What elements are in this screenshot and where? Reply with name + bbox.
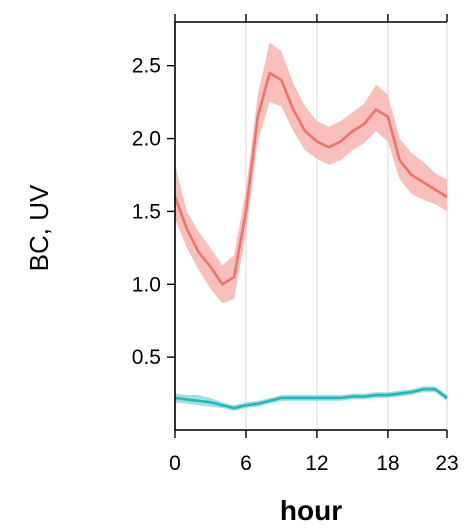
x-tick-label-6: 6: [240, 452, 252, 475]
y-tick-label-2.5: 2.5: [132, 55, 161, 78]
x-tick-label-18: 18: [376, 452, 399, 475]
x-tick-label-12: 12: [305, 452, 328, 475]
series-lines: [173, 71, 448, 410]
x-axis-label: hour: [280, 495, 342, 526]
series-1-confidence-band: [175, 42, 447, 304]
axis-labels: hour BC, UV: [24, 184, 342, 526]
axes: 0 6 12 18 23 0.5 1.0 1.5 2.0 2.5: [132, 14, 459, 475]
y-tick-label-0.5: 0.5: [132, 346, 161, 369]
x-tick-label-23: 23: [435, 452, 458, 475]
series-1-line: [173, 71, 448, 286]
series-2-line: [174, 387, 448, 410]
grid-layer: [174, 22, 448, 430]
y-axis-label: BC, UV: [24, 184, 54, 271]
y-tick-label-1.0: 1.0: [132, 273, 161, 296]
confidence-bands: [175, 42, 447, 412]
x-tick-label-0: 0: [169, 452, 181, 475]
y-tick-label-2.0: 2.0: [132, 128, 161, 151]
y-tick-label-1.5: 1.5: [132, 200, 161, 223]
